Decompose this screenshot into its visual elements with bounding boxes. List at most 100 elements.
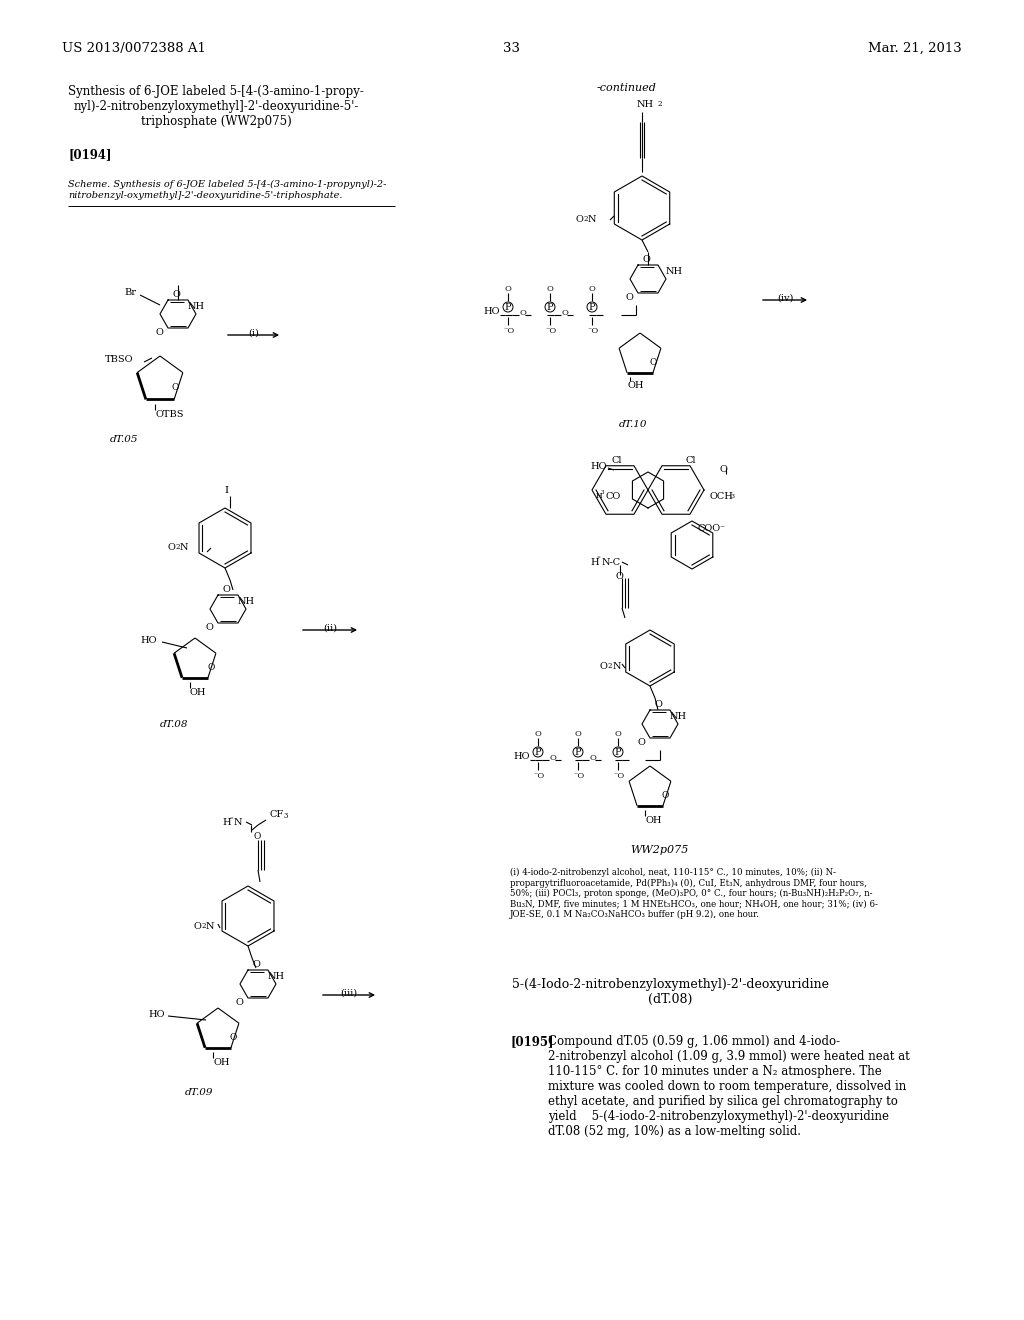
Text: O: O: [642, 255, 650, 264]
Text: 2: 2: [657, 100, 662, 108]
Text: OTBS: OTBS: [155, 411, 183, 418]
Text: P: P: [589, 304, 595, 312]
Text: dT.10: dT.10: [618, 420, 647, 429]
Text: 5-(4-Iodo-2-nitrobenzyloxymethyl)-2'-deoxyuridine
(dT.08): 5-(4-Iodo-2-nitrobenzyloxymethyl)-2'-deo…: [512, 978, 829, 1006]
Text: O: O: [575, 215, 583, 224]
Text: N: N: [588, 215, 597, 224]
Text: OCH: OCH: [710, 492, 734, 502]
Text: (iv): (iv): [777, 294, 794, 304]
Text: 3: 3: [284, 812, 289, 820]
Text: [0195]: [0195]: [510, 1035, 554, 1048]
Text: O: O: [519, 309, 526, 317]
Text: O: O: [222, 585, 230, 594]
Text: 33: 33: [504, 42, 520, 55]
Text: HO: HO: [140, 636, 157, 645]
Text: H: H: [222, 818, 230, 828]
Text: O: O: [600, 663, 608, 671]
Text: O: O: [589, 754, 596, 762]
Text: HO: HO: [148, 1010, 165, 1019]
Text: ⁻: ⁻: [719, 524, 724, 533]
Text: O: O: [505, 285, 511, 293]
Text: Scheme. Synthesis of 6-JOE labeled 5-[4-(3-amino-1-propynyl)-2-
nitrobenzyl-oxym: Scheme. Synthesis of 6-JOE labeled 5-[4-…: [68, 180, 386, 199]
Text: O: O: [172, 290, 180, 300]
Text: (i): (i): [248, 329, 259, 338]
Text: O: O: [156, 327, 164, 337]
Text: P: P: [547, 304, 553, 312]
Text: CF: CF: [270, 810, 285, 818]
Text: ⁻O: ⁻O: [534, 772, 544, 780]
Text: NH: NH: [268, 972, 285, 981]
Text: 3: 3: [601, 490, 604, 495]
Text: H: H: [590, 558, 599, 568]
Text: 2: 2: [201, 921, 206, 931]
Text: HO: HO: [483, 308, 500, 315]
Text: ⁼: ⁼: [230, 816, 233, 824]
Text: (ii): (ii): [323, 624, 337, 634]
Text: 2: 2: [608, 663, 612, 671]
Text: Cl: Cl: [612, 455, 623, 465]
Text: 2: 2: [583, 215, 588, 223]
Text: O: O: [230, 1034, 238, 1041]
Text: OH: OH: [645, 816, 662, 825]
Text: 2: 2: [175, 543, 179, 550]
Text: NH: NH: [238, 597, 255, 606]
Text: Synthesis of 6-JOE labeled 5-[4-(3-amino-1-propy-
nyl)-2-nitrobenzyloxymethyl]-2: Synthesis of 6-JOE labeled 5-[4-(3-amino…: [68, 84, 364, 128]
Text: ⁻O: ⁻O: [573, 772, 585, 780]
Text: P: P: [614, 748, 622, 756]
Text: O: O: [193, 921, 201, 931]
Text: ⁼: ⁼: [597, 554, 601, 564]
Text: dT.09: dT.09: [185, 1088, 213, 1097]
Text: Compound dT.05 (0.59 g, 1.06 mmol) and 4-iodo-
2-nitrobenzyl alcohol (1.09 g, 3.: Compound dT.05 (0.59 g, 1.06 mmol) and 4…: [548, 1035, 909, 1138]
Text: ⁻O: ⁻O: [545, 327, 556, 335]
Text: O: O: [650, 358, 657, 367]
Text: WW2p075: WW2p075: [630, 845, 688, 855]
Text: OH: OH: [213, 1059, 229, 1067]
Text: (iii): (iii): [340, 989, 357, 998]
Text: O: O: [616, 572, 624, 581]
Text: O: O: [206, 623, 214, 632]
Text: US 2013/0072388 A1: US 2013/0072388 A1: [62, 42, 206, 55]
Text: ⁻O: ⁻O: [587, 327, 598, 335]
Text: P: P: [574, 748, 582, 756]
Text: OH: OH: [628, 381, 644, 389]
Text: N: N: [613, 663, 622, 671]
Text: O: O: [549, 754, 556, 762]
Text: (i) 4-iodo-2-nitrobenzyl alcohol, neat, 110-115° C., 10 minutes, 10%; (ii) N-
pr: (i) 4-iodo-2-nitrobenzyl alcohol, neat, …: [510, 869, 878, 919]
Text: O: O: [207, 663, 214, 672]
Text: CO: CO: [605, 492, 621, 502]
Text: Br: Br: [124, 288, 136, 297]
Text: dT.08: dT.08: [160, 719, 188, 729]
Text: [0194]: [0194]: [68, 148, 112, 161]
Text: O: O: [574, 730, 582, 738]
Text: O: O: [547, 285, 553, 293]
Text: O: O: [167, 543, 175, 552]
Text: I: I: [225, 486, 229, 495]
Text: O: O: [614, 730, 622, 738]
Text: N: N: [206, 921, 214, 931]
Text: NH: NH: [670, 711, 687, 721]
Text: O: O: [626, 293, 634, 302]
Text: O: O: [535, 730, 542, 738]
Text: NH: NH: [188, 302, 205, 312]
Text: O: O: [589, 285, 595, 293]
Text: -continued: -continued: [597, 83, 656, 92]
Text: O: O: [252, 960, 260, 969]
Text: ⁻O: ⁻O: [613, 772, 625, 780]
Text: ⁻O: ⁻O: [503, 327, 514, 335]
Text: dT.05: dT.05: [110, 436, 138, 444]
Text: O: O: [254, 832, 261, 841]
Text: O: O: [638, 738, 646, 747]
Text: 3: 3: [730, 494, 734, 499]
Text: OH: OH: [190, 688, 207, 697]
Text: N: N: [180, 543, 188, 552]
Text: O: O: [172, 383, 179, 392]
Text: O: O: [662, 791, 670, 800]
Text: N: N: [234, 818, 243, 828]
Text: N-C: N-C: [602, 558, 622, 568]
Text: O: O: [236, 998, 244, 1007]
Text: Mar. 21, 2013: Mar. 21, 2013: [868, 42, 962, 55]
Text: H: H: [596, 492, 603, 500]
Text: HO: HO: [513, 752, 529, 762]
Text: COO: COO: [698, 524, 721, 533]
Text: P: P: [505, 304, 511, 312]
